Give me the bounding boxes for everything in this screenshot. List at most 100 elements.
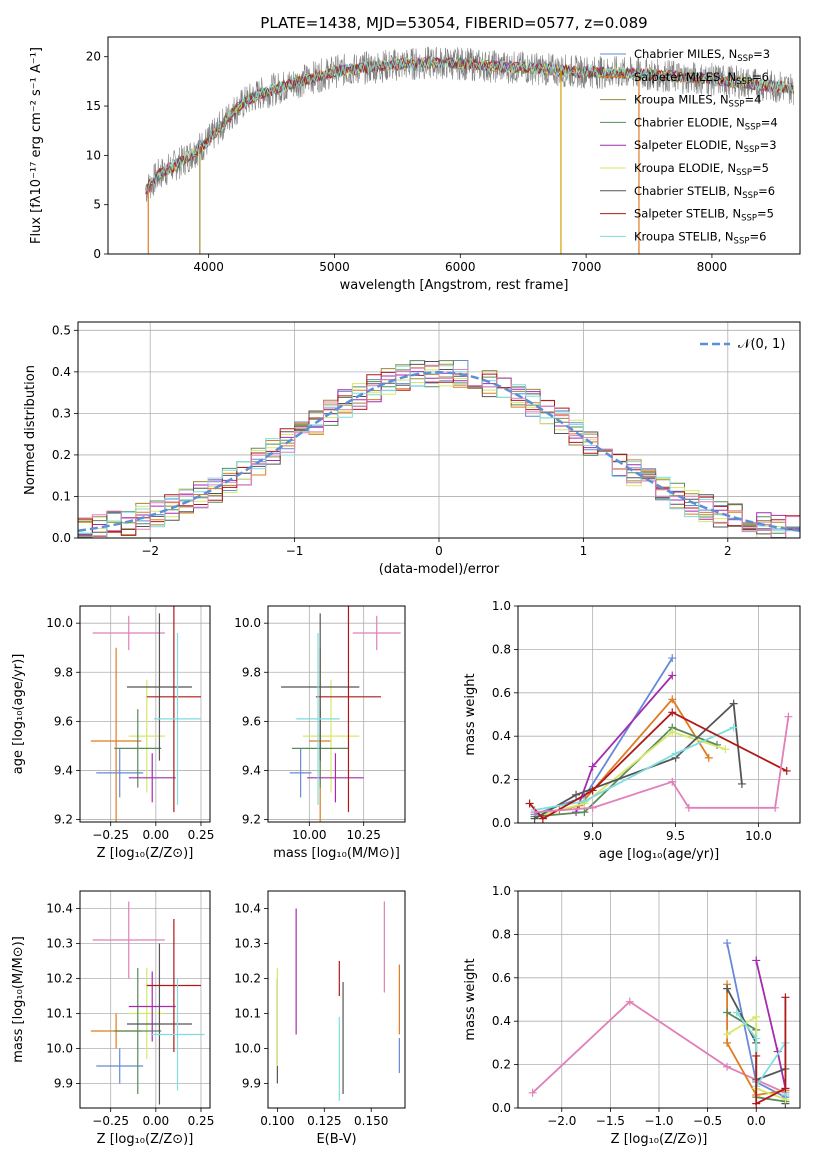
series-marker-kroupa_stelib bbox=[729, 723, 738, 732]
spectrum-panel: 4000 5000 6000 7000 8000 0 5 10 15 20 wavelength [… bbox=[29, 14, 801, 293]
x-tick-label: −1.0 bbox=[644, 1114, 673, 1128]
y-tick-label: 0.2 bbox=[492, 773, 511, 787]
y-tick-label: 15 bbox=[86, 99, 101, 113]
chart-title: PLATE=1438, MJD=53054, FIBERID=0577, z=0… bbox=[260, 14, 647, 32]
series-marker-salpeter_miles bbox=[668, 695, 677, 704]
model-spectrum-kroupa_elodie bbox=[145, 56, 795, 187]
legend: 𝒩(0, 1) bbox=[700, 337, 785, 352]
weight_vs_z-plot-area bbox=[518, 891, 800, 1108]
y-axis-label: mass weight bbox=[463, 673, 478, 755]
mass_vs_ebv-plot-area bbox=[276, 901, 400, 1101]
series-marker-chabrier_stelib bbox=[723, 984, 732, 993]
y-axis-label: mass weight bbox=[463, 958, 478, 1040]
legend-label-salpeter_stelib: Salpeter STELIB, NSSP=5 bbox=[634, 207, 774, 224]
series-marker-pink bbox=[588, 803, 597, 812]
y-tick-label: 0.5 bbox=[52, 323, 71, 337]
series-marker-salpeter_miles bbox=[704, 753, 713, 762]
axes-frame bbox=[267, 605, 406, 823]
age_vs_z-panel: −0.25 0.00 0.25 9.2 9.4 9.6 9.8 10.0 Z [log₁₀(Z/… bbox=[11, 605, 214, 861]
series-marker-kroupa_elodie bbox=[723, 1030, 732, 1039]
histogram-salpeter_stelib bbox=[78, 371, 800, 537]
x-tick-label: −0.5 bbox=[693, 1114, 722, 1128]
y-tick-label: 0.8 bbox=[492, 642, 511, 656]
residuals-panel: −2 −1 0 1 2 0.0 0.1 0.2 0.3 0.4 0.5 (data-model)/er… bbox=[23, 321, 801, 577]
y-tick-label: 10.1 bbox=[46, 1007, 73, 1021]
series-line-kroupa_stelib bbox=[534, 726, 734, 811]
series-line-kroupa_elodie bbox=[542, 730, 726, 816]
y-tick-label: 0.0 bbox=[52, 531, 71, 545]
series-marker-chabrier_stelib bbox=[737, 779, 746, 788]
y-tick-label: 0.8 bbox=[492, 927, 511, 941]
y-tick-label: 0.1 bbox=[52, 489, 71, 503]
x-tick-label: 10.0 bbox=[745, 829, 772, 843]
x-tick-label: 10.25 bbox=[347, 828, 381, 842]
axes-frame bbox=[79, 605, 211, 823]
x-axis-label: age [log₁₀(age/yr)] bbox=[599, 847, 720, 862]
x-tick-label: 0.100 bbox=[260, 1114, 294, 1128]
series-marker-kroupa_stelib bbox=[671, 749, 680, 758]
y-tick-label: 9.8 bbox=[54, 665, 73, 679]
legend-label-chabrier_miles: Chabrier MILES, NSSP=3 bbox=[634, 47, 770, 64]
series-line-salpeter_stelib bbox=[755, 997, 787, 1106]
y-tick-label: 9.4 bbox=[54, 763, 73, 777]
series-marker-salpeter_stelib bbox=[781, 993, 790, 1002]
y-tick-label: 0.2 bbox=[52, 448, 71, 462]
y-axis-label: age [log₁₀(age/yr)] bbox=[11, 654, 26, 775]
series-marker-kroupa_stelib bbox=[580, 797, 589, 806]
axes-frame bbox=[267, 890, 406, 1109]
axes-frame bbox=[517, 605, 801, 824]
legend: Chabrier MILES, NSSP=3 Salpeter MILES, NS… bbox=[600, 47, 778, 246]
y-tick-label: 9.2 bbox=[54, 813, 73, 827]
legend-label-salpeter_miles: Salpeter MILES, NSSP=6 bbox=[634, 70, 769, 87]
legend-label-kroupa_stelib: Kroupa STELIB, NSSP=6 bbox=[634, 229, 766, 246]
y-tick-label: 9.9 bbox=[242, 1077, 261, 1091]
series-marker-pink bbox=[668, 777, 677, 786]
y-tick-label: 10.3 bbox=[234, 937, 261, 951]
y-tick-label: 9.8 bbox=[242, 665, 261, 679]
series-marker-chabrier_stelib bbox=[729, 699, 738, 708]
series-marker-chabrier_stelib bbox=[572, 790, 581, 799]
x-tick-label: −1.5 bbox=[596, 1114, 625, 1128]
age_vs_mass-plot-area bbox=[268, 606, 405, 822]
weight_vs_age-panel: 9.0 9.5 10.0 0.0 0.2 0.4 0.6 0.8 1.0 age [log₁₀(a… bbox=[463, 599, 801, 862]
x-axis-label: Z [log₁₀(Z/Z⊙)] bbox=[97, 1132, 194, 1147]
x-tick-label: 0.125 bbox=[307, 1114, 341, 1128]
normal-curve bbox=[78, 371, 800, 532]
x-tick-label: 0.25 bbox=[188, 1114, 215, 1128]
x-tick-label: 6000 bbox=[445, 260, 476, 274]
series-marker-pink bbox=[684, 803, 693, 812]
y-tick-label: 5 bbox=[93, 198, 101, 212]
y-tick-label: 1.0 bbox=[492, 599, 511, 613]
weight_vs_age-plot-area bbox=[518, 606, 800, 823]
y-axis-label: mass [log₁₀(M/M⊙)] bbox=[11, 936, 26, 1063]
x-tick-label: 7000 bbox=[571, 260, 602, 274]
series-marker-pink bbox=[784, 712, 793, 721]
series-marker-chabrier_elodie bbox=[723, 1008, 732, 1017]
series-marker-pink bbox=[723, 1062, 732, 1071]
weight_vs_z-panel: −2.0 −1.5 −1.0 −0.5 0.0 0.0 0.2 0.4 0.6 0.8 1.0 Z [… bbox=[463, 884, 801, 1147]
x-tick-label: 1 bbox=[580, 544, 588, 558]
series-marker-kroupa_elodie bbox=[668, 727, 677, 736]
y-tick-label: 0.3 bbox=[52, 406, 71, 420]
model-spectrum-kroupa_stelib bbox=[145, 56, 795, 192]
series-marker-salpeter_stelib bbox=[525, 799, 534, 808]
y-tick-label: 0.0 bbox=[492, 816, 511, 830]
x-tick-label: 5000 bbox=[319, 260, 350, 274]
mass_vs_z-panel: −0.25 0.00 0.25 9.9 10.0 10.1 10.2 10.3 10.4 Z [l… bbox=[11, 890, 215, 1147]
y-tick-label: 10.2 bbox=[234, 972, 261, 986]
x-tick-label: 9.0 bbox=[583, 829, 602, 843]
x-axis-label: Z [log₁₀(Z/Z⊙)] bbox=[97, 846, 194, 861]
y-tick-label: 10.0 bbox=[234, 616, 261, 630]
y-tick-label: 10.4 bbox=[46, 902, 73, 916]
series-marker-pink bbox=[528, 1088, 537, 1097]
y-tick-label: 0.6 bbox=[492, 686, 511, 700]
x-axis-label: Z [log₁₀(Z/Z⊙)] bbox=[611, 1132, 708, 1147]
legend-label-kroupa_elodie: Kroupa ELODIE, NSSP=5 bbox=[634, 161, 769, 178]
series-marker-chabrier_elodie bbox=[580, 808, 589, 817]
x-tick-label: 10.00 bbox=[292, 828, 326, 842]
series-line-pink bbox=[534, 716, 790, 813]
y-tick-label: 0.2 bbox=[492, 1058, 511, 1072]
y-tick-label: 10.0 bbox=[46, 1042, 73, 1056]
mass_vs_ebv-panel: 0.100 0.125 0.150 9.9 10.0 10.1 10.2 10.3 10.4 E(… bbox=[234, 890, 406, 1147]
